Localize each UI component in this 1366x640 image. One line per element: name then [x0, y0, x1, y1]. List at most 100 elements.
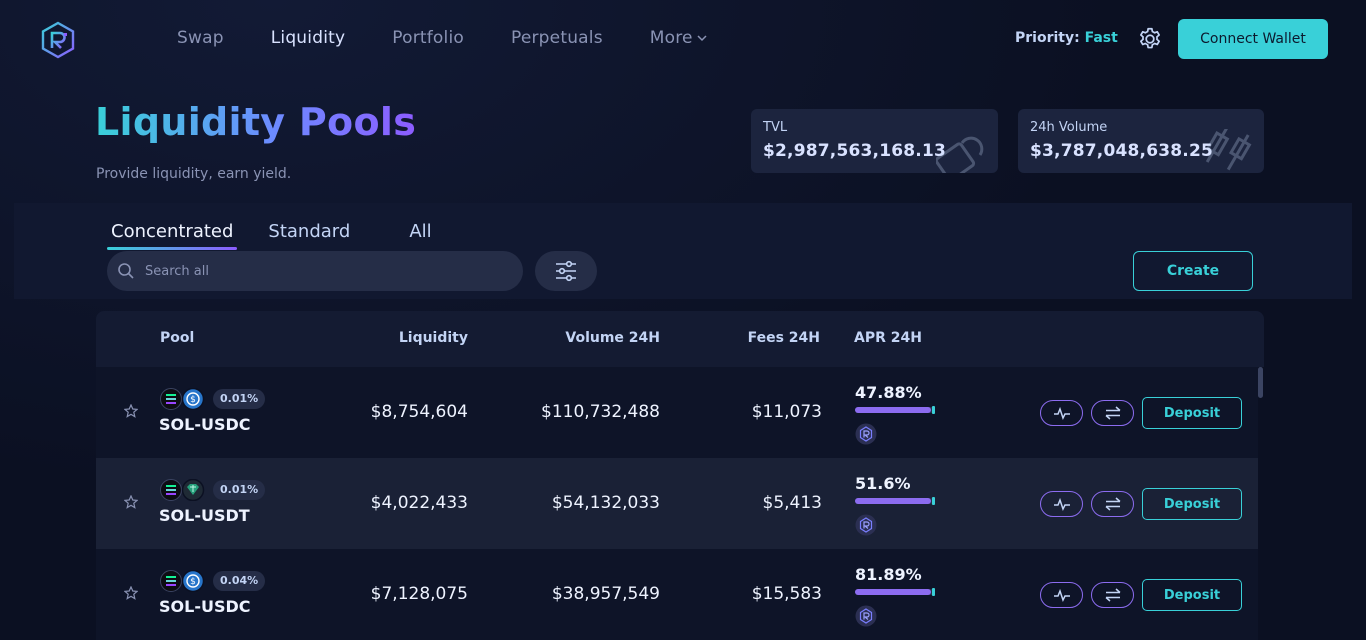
filter-settings-button[interactable] [535, 251, 597, 291]
header-volume[interactable]: Volume 24H [565, 330, 660, 346]
pool-fees: $11,073 [751, 402, 822, 422]
nav-liquidity[interactable]: Liquidity [270, 28, 346, 48]
scrollbar-thumb[interactable] [1258, 367, 1263, 398]
token-pair-icons [160, 479, 205, 501]
swap-arrows-icon [1105, 406, 1120, 420]
fee-tier-badge: 0.04% [213, 571, 266, 591]
header-fees[interactable]: Fees 24H [747, 330, 820, 346]
chart-pulse-icon [1053, 588, 1070, 602]
table-row[interactable]: 0.01% SOL-USDT $4,022,433 $54,132,033 $5… [96, 458, 1258, 549]
header-liquidity[interactable]: Liquidity [398, 330, 468, 346]
tab-standard[interactable]: Standard [268, 221, 351, 242]
token-pair-icons: $ [160, 570, 205, 592]
nav-swap[interactable]: Swap [177, 28, 224, 48]
pool-type-tabs: Concentrated Standard All [107, 221, 463, 250]
table-row[interactable]: $ 0.04% SOL-USDC $7,128,075 $38,957,549 … [96, 549, 1258, 640]
page-subtitle: Provide liquidity, earn yield. [96, 166, 292, 182]
search-input[interactable] [145, 263, 485, 279]
volume-value: $3,787,048,638.25 [1030, 141, 1214, 161]
chevron-down-icon [697, 35, 707, 42]
apr-bar [855, 498, 935, 504]
pool-chart-button[interactable] [1040, 491, 1083, 517]
apr-bar-tip [932, 406, 935, 414]
fee-tier-badge: 0.01% [213, 389, 266, 409]
pool-volume: $54,132,033 [551, 493, 660, 513]
fee-tier-badge: 0.01% [213, 480, 266, 500]
raydium-logo-icon[interactable] [40, 21, 76, 59]
lock-icon [936, 136, 984, 173]
chart-pulse-icon [1053, 497, 1070, 511]
chart-pulse-icon [1053, 406, 1070, 420]
apr-bar-fill [855, 407, 931, 413]
apr-bar-fill [855, 498, 931, 504]
tvl-label: TVL [763, 120, 788, 135]
volume-card: 24h Volume $3,787,048,638.25 [1018, 109, 1264, 173]
header-apr[interactable]: APR 24H [854, 330, 922, 346]
pool-chart-button[interactable] [1040, 582, 1083, 608]
pool-pair-name: SOL-USDC [159, 415, 251, 434]
apr-bar-tip [932, 497, 935, 505]
tvl-value: $2,987,563,168.13 [763, 141, 947, 161]
pool-swap-button[interactable] [1091, 582, 1134, 608]
table-header: Pool Liquidity Volume 24H Fees 24H APR 2… [96, 311, 1264, 367]
connect-wallet-button[interactable]: Connect Wallet [1178, 19, 1328, 59]
sliders-icon [556, 260, 576, 282]
pool-chart-button[interactable] [1040, 400, 1083, 426]
priority-label: Priority: [1015, 30, 1080, 46]
swap-arrows-icon [1105, 497, 1120, 511]
tab-concentrated[interactable]: Concentrated [107, 221, 238, 250]
ray-reward-icon [855, 605, 877, 627]
pool-fees: $15,583 [751, 584, 822, 604]
svg-text:$: $ [190, 577, 196, 587]
ray-reward-icon [855, 514, 877, 536]
star-icon[interactable] [124, 404, 138, 418]
usdt-icon [187, 484, 199, 495]
usdc-icon: $ [186, 574, 200, 588]
pool-apr: 47.88% [855, 383, 922, 402]
gear-icon[interactable] [1137, 26, 1163, 52]
sol-icon [166, 394, 176, 404]
pool-liquidity: $4,022,433 [370, 493, 468, 513]
pool-swap-button[interactable] [1091, 400, 1134, 426]
star-icon[interactable] [124, 586, 138, 600]
pool-table: $ 0.01% SOL-USDC $8,754,604 $110,732,488… [96, 367, 1258, 640]
pool-fees: $5,413 [762, 493, 822, 513]
star-icon[interactable] [124, 495, 138, 509]
pool-pair-name: SOL-USDC [159, 597, 251, 616]
apr-bar-tip [932, 588, 935, 596]
pool-apr: 51.6% [855, 474, 911, 493]
deposit-button[interactable]: Deposit [1142, 488, 1242, 520]
top-bar: Swap Liquidity Portfolio Perpetuals More… [0, 0, 1366, 80]
priority-indicator[interactable]: Priority: Fast [1015, 30, 1118, 46]
nav-more-label: More [649, 28, 693, 48]
pool-apr: 81.89% [855, 565, 922, 584]
nav-more[interactable]: More [650, 28, 707, 48]
candlestick-icon [1205, 129, 1252, 171]
pool-volume: $110,732,488 [541, 402, 660, 422]
swap-arrows-icon [1105, 588, 1120, 602]
pool-liquidity: $7,128,075 [370, 584, 468, 604]
search-box [107, 251, 523, 291]
nav-perpetuals[interactable]: Perpetuals [510, 28, 603, 48]
pool-swap-button[interactable] [1091, 491, 1134, 517]
deposit-button[interactable]: Deposit [1142, 579, 1242, 611]
table-row[interactable]: $ 0.01% SOL-USDC $8,754,604 $110,732,488… [96, 367, 1258, 458]
svg-text:$: $ [190, 395, 196, 405]
apr-bar [855, 407, 935, 413]
page-title: Liquidity Pools [95, 100, 417, 144]
sol-icon [166, 485, 176, 495]
apr-bar [855, 589, 935, 595]
ray-reward-icon [855, 423, 877, 445]
search-icon [118, 263, 134, 279]
create-pool-button[interactable]: Create [1133, 251, 1253, 291]
tab-all[interactable]: All [409, 221, 432, 242]
nav-portfolio[interactable]: Portfolio [392, 28, 464, 48]
header-pool[interactable]: Pool [160, 330, 195, 346]
apr-bar-fill [855, 589, 931, 595]
table-scrollbar[interactable] [1258, 367, 1264, 640]
deposit-button[interactable]: Deposit [1142, 397, 1242, 429]
sol-icon [166, 576, 176, 586]
volume-label: 24h Volume [1030, 120, 1108, 135]
token-pair-icons: $ [160, 388, 205, 410]
main-nav: Swap Liquidity Portfolio Perpetuals More [177, 28, 754, 48]
